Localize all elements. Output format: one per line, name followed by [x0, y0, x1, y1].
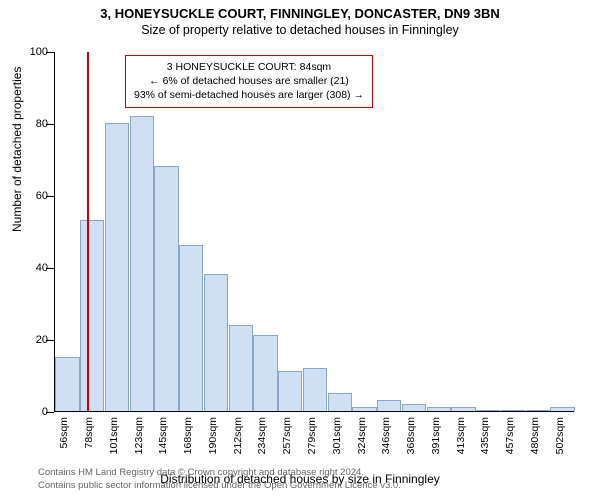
bar	[352, 407, 376, 411]
x-tick-label: 324sqm	[356, 417, 368, 454]
footer: Contains HM Land Registry data © Crown c…	[38, 467, 401, 492]
page-title: 3, HONEYSUCKLE COURT, FINNINGLEY, DONCAS…	[0, 6, 600, 21]
x-tick-label: 234sqm	[256, 417, 268, 454]
info-line-2: ← 6% of detached houses are smaller (21)	[134, 74, 364, 88]
bar	[328, 393, 352, 411]
footer-line-2: Contains public sector information licen…	[38, 480, 401, 492]
y-tick-label: 80	[18, 118, 48, 130]
bar	[377, 400, 401, 411]
x-tick-label: 346sqm	[380, 417, 392, 454]
x-tick-label: 435sqm	[479, 417, 491, 454]
x-tick-label: 279sqm	[306, 417, 318, 454]
x-tick-label: 391sqm	[430, 417, 442, 454]
bar	[204, 274, 228, 411]
footer-line-1: Contains HM Land Registry data © Crown c…	[38, 467, 401, 479]
bar	[154, 166, 178, 411]
bar	[179, 245, 203, 411]
x-tick-label: 123sqm	[133, 417, 145, 454]
bar	[278, 371, 302, 411]
bar	[501, 410, 525, 411]
y-axis-label: Number of detached properties	[10, 67, 24, 232]
x-tick-label: 502sqm	[554, 417, 566, 454]
y-tick-label: 100	[18, 46, 48, 58]
bar	[427, 407, 451, 411]
y-tick-label: 60	[18, 190, 48, 202]
x-tick-label: 145sqm	[157, 417, 169, 454]
x-tick-label: 190sqm	[207, 417, 219, 454]
bar	[402, 404, 426, 411]
x-tick-label: 212sqm	[232, 417, 244, 454]
y-tick-label: 40	[18, 262, 48, 274]
y-tick-label: 20	[18, 334, 48, 346]
info-line-3: 93% of semi-detached houses are larger (…	[134, 88, 364, 102]
x-tick-label: 78sqm	[83, 417, 95, 449]
x-tick-label: 168sqm	[182, 417, 194, 454]
bar	[80, 220, 104, 411]
x-tick-label: 480sqm	[529, 417, 541, 454]
bar	[105, 123, 129, 411]
bar	[526, 410, 550, 411]
info-box: 3 HONEYSUCKLE COURT: 84sqm ← 6% of detac…	[125, 55, 373, 108]
bar	[253, 335, 277, 411]
bar	[130, 116, 154, 411]
x-tick-label: 457sqm	[504, 417, 516, 454]
x-tick-label: 101sqm	[108, 417, 120, 454]
plot-frame: 3 HONEYSUCKLE COURT: 84sqm ← 6% of detac…	[54, 52, 574, 412]
x-tick-label: 257sqm	[281, 417, 293, 454]
chart-area: 3 HONEYSUCKLE COURT: 84sqm ← 6% of detac…	[54, 52, 574, 412]
y-tick-label: 0	[18, 406, 48, 418]
bar	[303, 368, 327, 411]
x-tick-label: 413sqm	[455, 417, 467, 454]
page-subtitle: Size of property relative to detached ho…	[0, 23, 600, 37]
bar	[229, 325, 253, 411]
info-line-1: 3 HONEYSUCKLE COURT: 84sqm	[134, 60, 364, 74]
x-tick-label: 56sqm	[58, 417, 70, 449]
bar	[55, 357, 79, 411]
bar	[476, 410, 500, 411]
bar	[550, 407, 574, 411]
reference-line	[87, 52, 89, 411]
x-tick-label: 301sqm	[331, 417, 343, 454]
x-tick-label: 368sqm	[405, 417, 417, 454]
bar	[451, 407, 475, 411]
